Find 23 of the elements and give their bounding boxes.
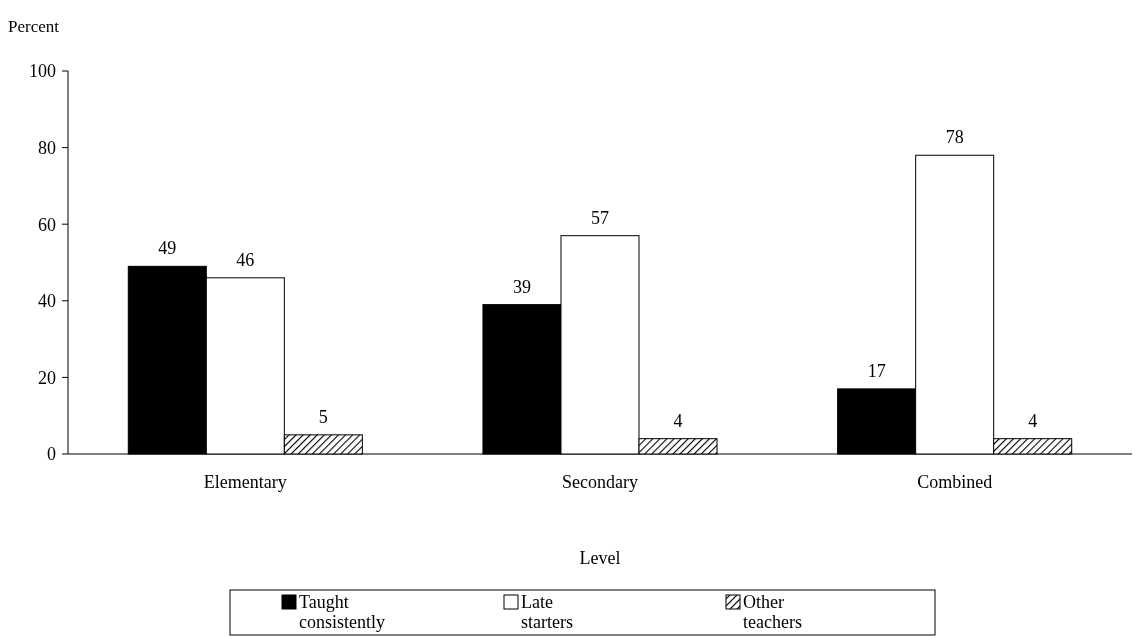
data-label: 39 (512, 276, 531, 297)
x-tick-label: Secondary (562, 472, 638, 492)
data-label: 49 (158, 238, 177, 259)
legend-label: Late starters (521, 592, 573, 632)
y-axis-title: Percent (8, 17, 60, 36)
legend-label: Taught consistently (299, 592, 385, 632)
data-label: 5 (318, 406, 328, 427)
y-tick-label: 100 (29, 61, 56, 82)
data-label: 78 (945, 127, 964, 148)
y-tick-label: 80 (38, 137, 56, 158)
data-label: 4 (673, 410, 683, 431)
x-tick-label: Combined (917, 472, 993, 492)
data-label: 4 (1028, 410, 1038, 431)
y-tick-label: 0 (47, 444, 56, 465)
data-label: 57 (591, 207, 609, 228)
y-tick-label: 20 (38, 367, 56, 388)
y-tick-label: 60 (38, 214, 56, 235)
x-axis-title: Level (579, 548, 621, 568)
x-tick-label: Elementary (203, 472, 287, 492)
data-label: 17 (867, 360, 886, 381)
legend-label: Other teachers (743, 592, 802, 632)
data-label: 46 (236, 249, 255, 270)
y-tick-label: 40 (38, 291, 56, 312)
